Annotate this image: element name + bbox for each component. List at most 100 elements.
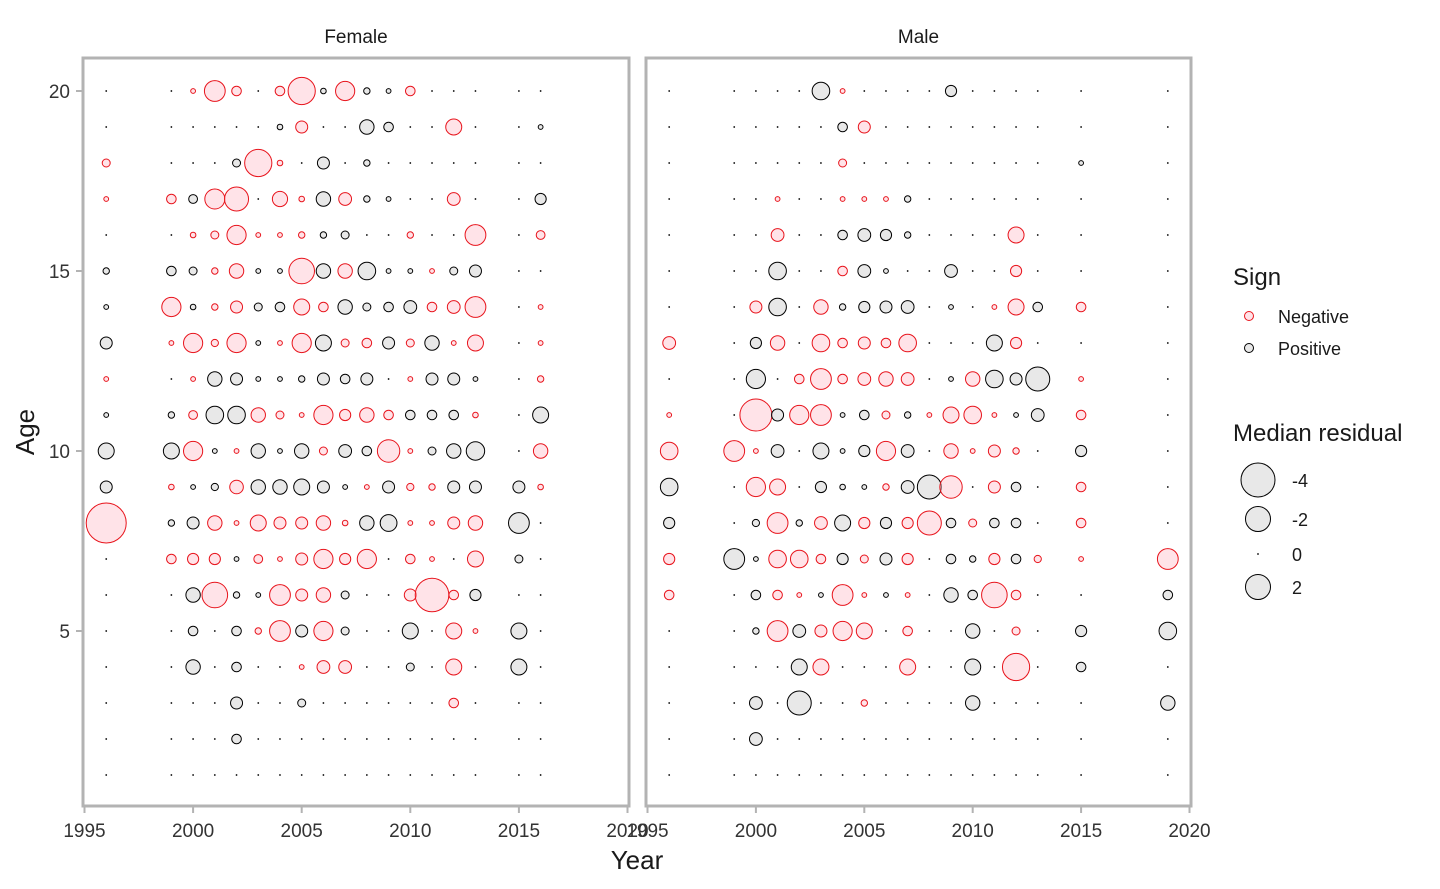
data-point bbox=[898, 333, 917, 353]
data-point-zero bbox=[257, 198, 260, 200]
data-point bbox=[233, 556, 240, 562]
legend-size-key bbox=[1245, 574, 1271, 600]
data-point bbox=[298, 231, 306, 239]
data-point bbox=[512, 480, 526, 494]
data-point-zero bbox=[279, 774, 281, 776]
data-point bbox=[383, 121, 394, 133]
data-point bbox=[1033, 554, 1042, 564]
data-point bbox=[363, 87, 371, 95]
data-point-zero bbox=[365, 774, 368, 776]
data-point-zero bbox=[474, 774, 477, 776]
data-point bbox=[338, 192, 353, 206]
data-point-zero bbox=[539, 738, 542, 740]
data-point bbox=[858, 516, 871, 530]
data-point-zero bbox=[1036, 270, 1039, 272]
data-point bbox=[406, 482, 415, 492]
data-point bbox=[810, 368, 832, 390]
data-point-zero bbox=[518, 450, 520, 452]
data-point bbox=[771, 408, 785, 422]
data-point bbox=[751, 518, 761, 528]
data-point-zero bbox=[668, 774, 671, 776]
data-point bbox=[814, 480, 828, 494]
data-point-zero bbox=[928, 126, 931, 128]
data-point-zero bbox=[950, 342, 952, 344]
data-point bbox=[426, 301, 438, 313]
data-point-zero bbox=[733, 126, 736, 128]
data-point bbox=[790, 658, 808, 676]
data-point bbox=[426, 409, 438, 421]
data-point-zero bbox=[257, 90, 260, 92]
data-point bbox=[273, 516, 287, 530]
data-point-zero bbox=[668, 126, 671, 128]
data-point bbox=[318, 446, 328, 456]
data-point bbox=[446, 443, 462, 459]
data-point-zero bbox=[452, 90, 455, 92]
data-point-zero bbox=[928, 666, 931, 668]
data-point-zero bbox=[971, 342, 974, 344]
data-point bbox=[97, 442, 115, 460]
data-point-zero bbox=[798, 306, 801, 308]
data-point bbox=[1001, 652, 1031, 682]
data-point bbox=[359, 407, 375, 423]
data-point-zero bbox=[474, 666, 477, 668]
data-point-zero bbox=[518, 342, 520, 344]
data-point bbox=[425, 372, 439, 386]
data-point-zero bbox=[105, 594, 108, 596]
data-point bbox=[293, 298, 311, 316]
data-point-zero bbox=[1015, 90, 1017, 92]
data-point bbox=[768, 297, 787, 317]
data-point bbox=[208, 552, 221, 566]
data-point-zero bbox=[387, 558, 390, 560]
data-point bbox=[318, 301, 329, 313]
data-point-zero bbox=[841, 666, 844, 668]
data-point-zero bbox=[755, 90, 757, 92]
data-point bbox=[211, 267, 219, 275]
data-point-zero bbox=[1080, 702, 1082, 704]
data-point bbox=[985, 369, 1004, 389]
data-point-zero bbox=[1166, 234, 1169, 236]
x-tick-label: 2015 bbox=[498, 821, 540, 842]
data-point bbox=[814, 516, 828, 530]
data-point bbox=[339, 552, 352, 566]
data-point bbox=[405, 662, 415, 672]
data-point-zero bbox=[906, 126, 909, 128]
data-point-zero bbox=[105, 774, 108, 776]
data-point bbox=[232, 591, 241, 599]
data-point-zero bbox=[1080, 90, 1082, 92]
data-point-zero bbox=[928, 234, 931, 236]
data-point bbox=[1078, 376, 1084, 382]
data-point bbox=[185, 587, 201, 603]
data-point bbox=[837, 229, 848, 241]
data-point-zero bbox=[213, 738, 216, 740]
data-point-zero bbox=[885, 702, 887, 704]
data-point-zero bbox=[387, 630, 390, 632]
data-point-zero bbox=[971, 486, 974, 488]
data-point-zero bbox=[885, 90, 887, 92]
data-point-zero bbox=[518, 270, 520, 272]
data-point bbox=[969, 448, 976, 454]
data-point bbox=[189, 231, 197, 239]
data-point bbox=[861, 196, 868, 202]
data-point bbox=[99, 480, 113, 494]
data-point-zero bbox=[733, 594, 736, 596]
data-point bbox=[945, 517, 957, 529]
legend-size-label: -2 bbox=[1292, 510, 1308, 530]
data-point bbox=[162, 442, 180, 460]
data-point bbox=[900, 372, 915, 386]
data-point bbox=[837, 337, 848, 349]
data-point-zero bbox=[1036, 342, 1039, 344]
data-point-zero bbox=[431, 90, 433, 92]
data-point bbox=[663, 552, 676, 566]
data-point bbox=[944, 264, 958, 278]
data-point-zero bbox=[431, 198, 433, 200]
data-point-zero bbox=[928, 162, 931, 164]
data-point bbox=[831, 584, 854, 606]
legend-size-label: 2 bbox=[1292, 578, 1302, 598]
data-point bbox=[879, 516, 893, 530]
data-point-zero bbox=[365, 630, 368, 632]
data-point-zero bbox=[170, 702, 173, 704]
data-point bbox=[964, 658, 982, 676]
data-point bbox=[900, 480, 915, 494]
data-point bbox=[472, 411, 479, 419]
data-point-zero bbox=[409, 702, 412, 704]
